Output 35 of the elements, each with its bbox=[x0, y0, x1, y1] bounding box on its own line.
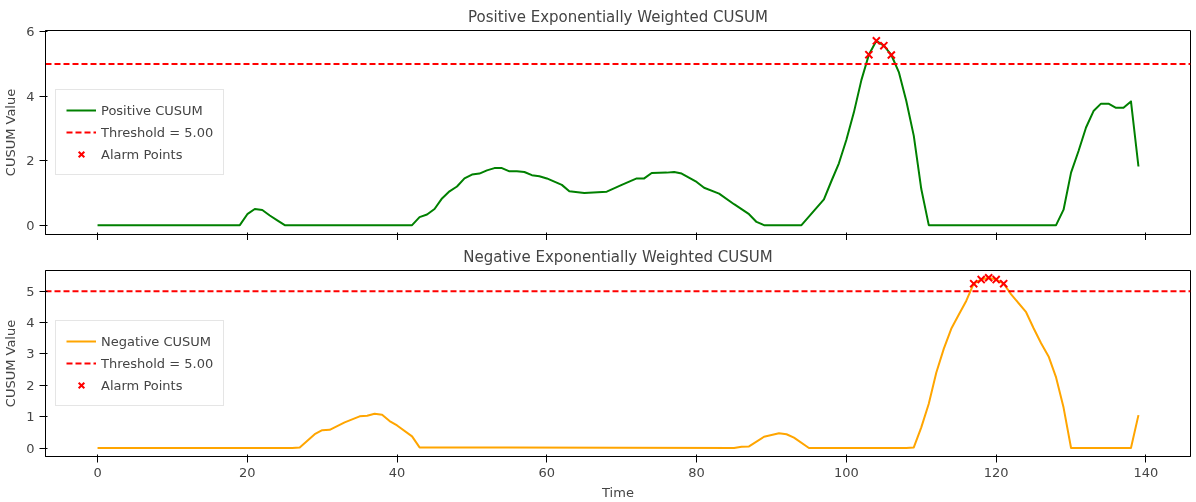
point bbox=[886, 50, 896, 60]
chart-title: Positive Exponentially Weighted CUSUM bbox=[468, 7, 768, 26]
x-tick-label: 140 bbox=[1133, 464, 1159, 480]
legend-label: Alarm Points bbox=[101, 377, 183, 393]
legend-label: Negative CUSUM bbox=[101, 333, 212, 349]
x-tick-label: 0 bbox=[93, 464, 102, 480]
point bbox=[871, 36, 881, 46]
x-tick-label: 100 bbox=[833, 464, 859, 480]
x-tick-label: 40 bbox=[388, 464, 406, 480]
x-tick-label: 120 bbox=[983, 464, 1009, 480]
y-tick-label: 2 bbox=[26, 153, 35, 169]
legend-label: Threshold = 5.00 bbox=[101, 355, 214, 371]
y-tick-label: 0 bbox=[26, 440, 35, 456]
chart-title: Negative Exponentially Weighted CUSUM bbox=[463, 247, 773, 266]
point bbox=[879, 41, 889, 51]
y-tick-label: 3 bbox=[26, 346, 35, 362]
line-series bbox=[96, 39, 1140, 227]
y-tick-label: 1 bbox=[26, 409, 35, 425]
y-axis-title: CUSUM Value bbox=[3, 88, 19, 177]
y-axis-title: CUSUM Value bbox=[3, 319, 19, 408]
y-tick-label: 5 bbox=[26, 283, 35, 299]
line-series bbox=[96, 276, 1140, 450]
y-tick-label: 4 bbox=[26, 315, 35, 331]
legend-label: Threshold = 5.00 bbox=[101, 124, 214, 140]
legend-label: Positive CUSUM bbox=[101, 102, 203, 118]
y-tick-label: 0 bbox=[26, 217, 35, 233]
y-tick-label: 2 bbox=[26, 377, 35, 393]
x-tick-label: 80 bbox=[688, 464, 705, 480]
legend-label: Alarm Points bbox=[101, 146, 183, 162]
y-tick-label: 6 bbox=[26, 24, 35, 40]
y-tick-label: 4 bbox=[26, 88, 35, 104]
x-tick-label: 60 bbox=[538, 464, 556, 480]
point bbox=[864, 50, 874, 60]
x-axis-title: Time bbox=[601, 484, 634, 500]
x-tick-label: 20 bbox=[239, 464, 256, 480]
